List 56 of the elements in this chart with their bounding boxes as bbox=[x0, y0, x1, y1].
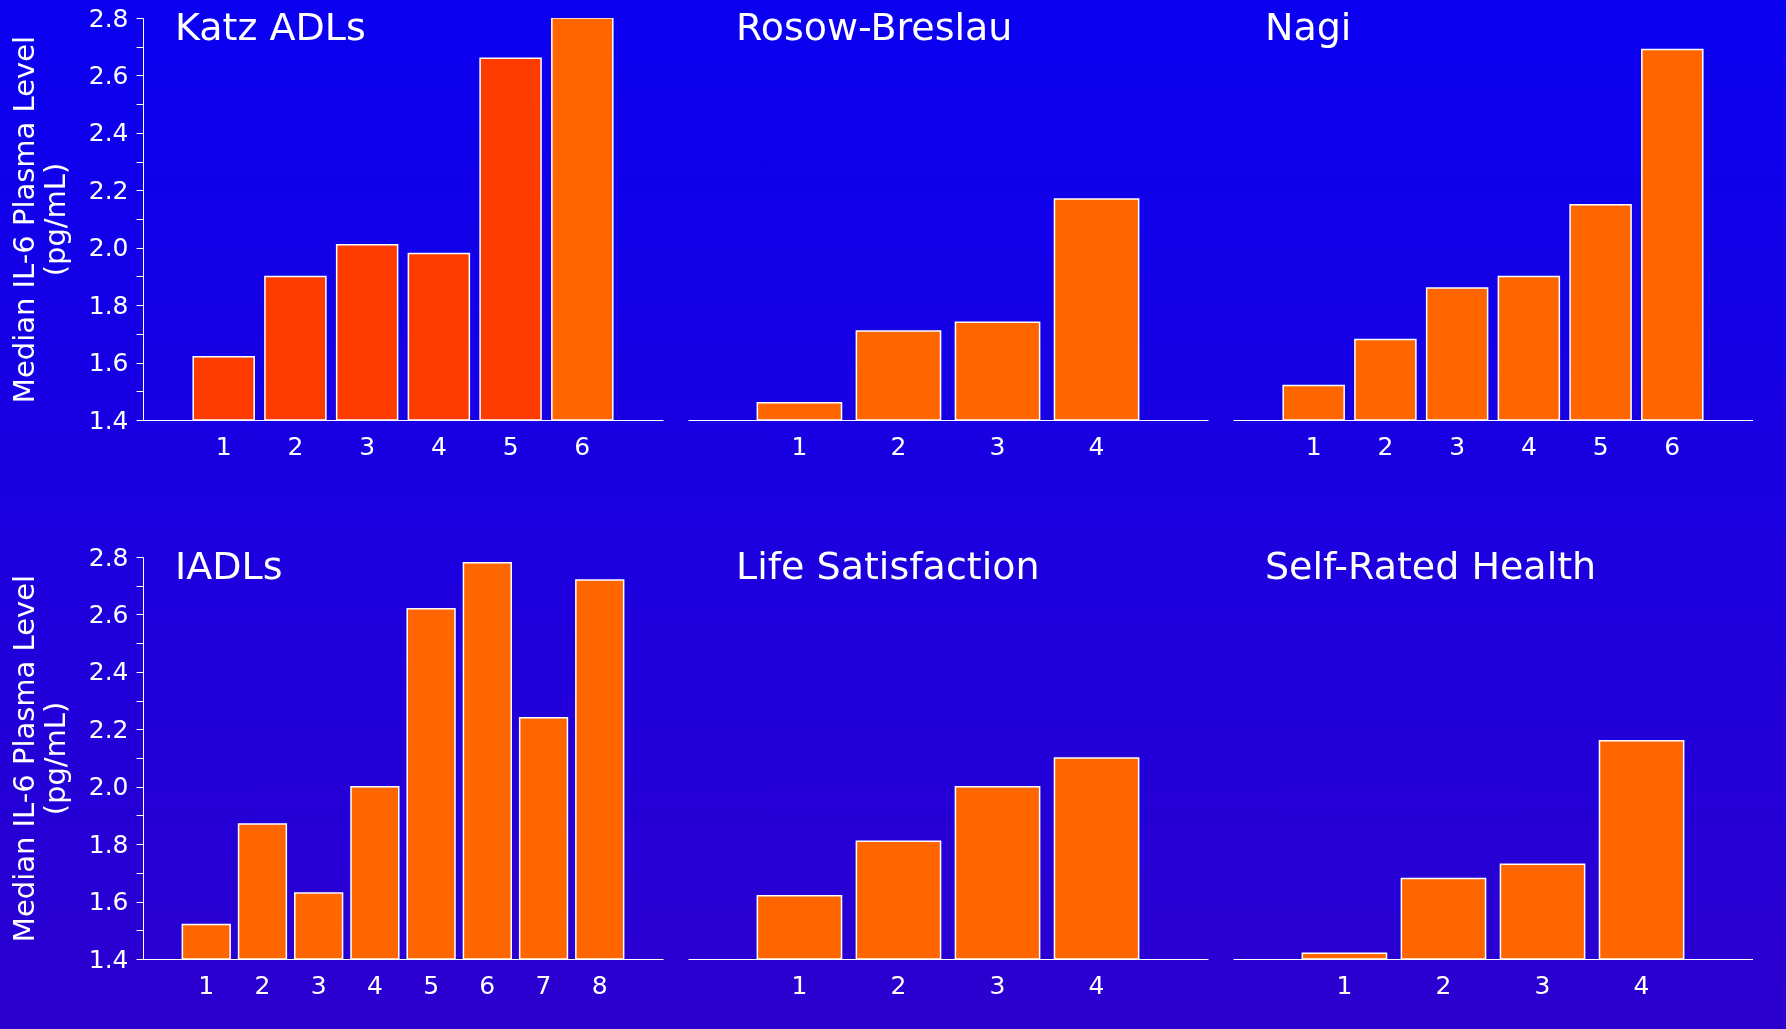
y-tick-label: 1.8 bbox=[88, 829, 129, 859]
y-tick-label: 2.8 bbox=[88, 3, 129, 33]
y-tick-label: 1.4 bbox=[88, 944, 129, 974]
x-tick-label: 2 bbox=[890, 970, 907, 1000]
y-tick-label: 2.4 bbox=[88, 657, 129, 687]
x-tick-label: 5 bbox=[502, 431, 519, 461]
x-tick-label: 7 bbox=[535, 970, 552, 1000]
x-tick-label: 2 bbox=[254, 970, 271, 1000]
y-tick-label: 1.4 bbox=[88, 405, 129, 435]
chart-title: Self-Rated Health bbox=[1265, 544, 1597, 588]
x-tick-label: 4 bbox=[366, 970, 383, 1000]
x-tick-label: 2 bbox=[1377, 431, 1394, 461]
x-tick-label: 3 bbox=[310, 970, 327, 1000]
x-tick-label: 4 bbox=[1633, 970, 1650, 1000]
chart-title: IADLs bbox=[175, 544, 283, 588]
x-tick-label: 6 bbox=[479, 970, 496, 1000]
y-tick-label: 2.6 bbox=[88, 599, 129, 629]
x-tick-label: 6 bbox=[574, 431, 591, 461]
chart-title: Rosow-Breslau bbox=[736, 5, 1013, 49]
x-tick-label: 5 bbox=[423, 970, 440, 1000]
x-tick-label: 2 bbox=[287, 431, 304, 461]
y-tick-label: 2.6 bbox=[88, 60, 129, 90]
y-tick-label: 1.8 bbox=[88, 290, 129, 320]
x-tick-label: 6 bbox=[1664, 431, 1681, 461]
x-tick-label: 1 bbox=[215, 431, 232, 461]
x-tick-label: 3 bbox=[1534, 970, 1551, 1000]
x-tick-label: 4 bbox=[1520, 431, 1537, 461]
y-tick-label: 2.2 bbox=[88, 714, 129, 744]
x-tick-label: 3 bbox=[1449, 431, 1466, 461]
x-tick-label: 1 bbox=[1336, 970, 1353, 1000]
y-axis-title: Median IL-6 Plasma Level (pg/mL) bbox=[6, 574, 72, 943]
y-tick-label: 2.0 bbox=[88, 772, 129, 802]
x-tick-label: 3 bbox=[359, 431, 376, 461]
x-tick-label: 3 bbox=[989, 970, 1006, 1000]
y-tick-label: 2.2 bbox=[88, 175, 129, 205]
x-tick-label: 1 bbox=[791, 970, 808, 1000]
x-tick-label: 3 bbox=[989, 431, 1006, 461]
chart-title: Katz ADLs bbox=[175, 5, 366, 49]
x-tick-label: 8 bbox=[591, 970, 608, 1000]
y-axis-title: Median IL-6 Plasma Level (pg/mL) bbox=[6, 35, 72, 404]
y-tick-label: 2.4 bbox=[88, 118, 129, 148]
x-tick-label: 2 bbox=[1435, 970, 1452, 1000]
y-tick-label: 1.6 bbox=[88, 348, 129, 378]
x-tick-label: 1 bbox=[1305, 431, 1322, 461]
y-tick-label: 1.6 bbox=[88, 887, 129, 917]
x-tick-label: 1 bbox=[791, 431, 808, 461]
y-tick-label: 2.8 bbox=[88, 542, 129, 572]
x-tick-label: 4 bbox=[1088, 431, 1105, 461]
x-tick-label: 1 bbox=[198, 970, 215, 1000]
x-tick-label: 2 bbox=[890, 431, 907, 461]
chart-title: Life Satisfaction bbox=[736, 544, 1040, 588]
y-tick-label: 2.0 bbox=[88, 233, 129, 263]
x-tick-label: 5 bbox=[1592, 431, 1609, 461]
x-tick-label: 4 bbox=[1088, 970, 1105, 1000]
x-tick-label: 4 bbox=[430, 431, 447, 461]
chart-title: Nagi bbox=[1265, 5, 1352, 49]
